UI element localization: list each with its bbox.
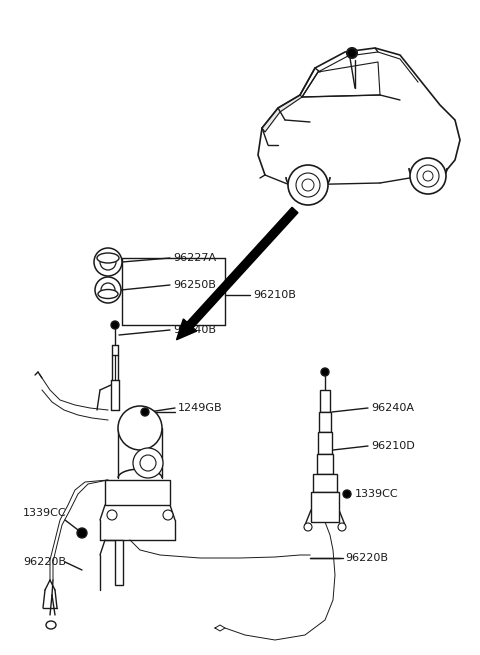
Circle shape (95, 277, 121, 303)
Circle shape (338, 523, 346, 531)
Circle shape (141, 408, 149, 416)
Bar (317, 454, 333, 474)
Circle shape (101, 283, 115, 297)
Circle shape (343, 490, 351, 498)
Circle shape (410, 158, 446, 194)
Circle shape (417, 165, 439, 187)
Circle shape (163, 510, 173, 520)
Circle shape (107, 510, 117, 520)
Circle shape (321, 368, 329, 376)
Ellipse shape (46, 621, 56, 629)
Circle shape (77, 528, 87, 538)
Text: 96240B: 96240B (173, 325, 216, 335)
Text: 1249GB: 1249GB (178, 403, 223, 413)
Bar (318, 432, 332, 454)
Polygon shape (262, 95, 302, 132)
Bar (115, 540, 123, 585)
Text: 96240A: 96240A (371, 403, 414, 413)
Circle shape (100, 254, 116, 270)
Bar (319, 412, 331, 432)
Circle shape (347, 48, 357, 58)
Ellipse shape (97, 253, 119, 263)
Text: 96210B: 96210B (253, 290, 296, 300)
Circle shape (302, 179, 314, 191)
Circle shape (140, 455, 156, 471)
Circle shape (288, 165, 328, 205)
Text: 1339CC: 1339CC (23, 508, 67, 518)
Text: 96210D: 96210D (371, 441, 415, 451)
Bar (311, 492, 339, 522)
Bar (313, 474, 337, 492)
Bar (320, 390, 330, 412)
Text: 1339CC: 1339CC (355, 489, 398, 499)
Circle shape (296, 173, 320, 197)
Circle shape (118, 406, 162, 450)
Circle shape (111, 321, 119, 329)
Text: 96250B: 96250B (173, 280, 216, 290)
Text: 96227A: 96227A (173, 253, 216, 263)
Text: 96220B: 96220B (345, 553, 388, 563)
Text: 96220B: 96220B (23, 557, 66, 567)
Circle shape (94, 248, 122, 276)
Circle shape (133, 448, 163, 478)
Bar (105, 480, 170, 505)
Ellipse shape (98, 290, 118, 299)
FancyArrow shape (177, 207, 298, 340)
Circle shape (423, 171, 433, 181)
Circle shape (304, 523, 312, 531)
